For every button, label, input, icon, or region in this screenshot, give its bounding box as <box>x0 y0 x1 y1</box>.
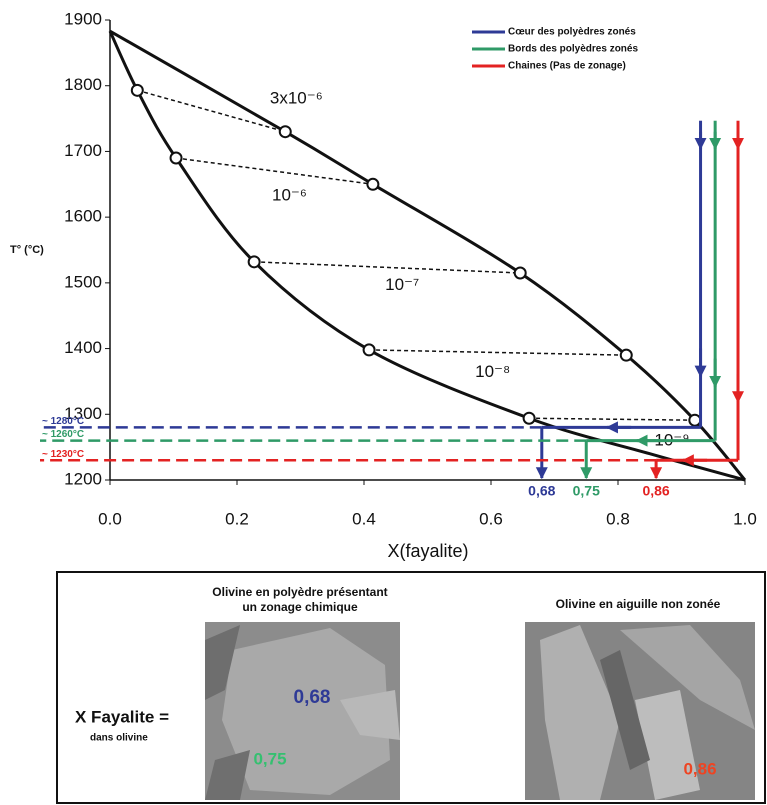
legend-label: Cœur des polyèdres zonés <box>508 27 636 38</box>
phase-curve <box>109 29 747 481</box>
tie-point <box>366 177 380 191</box>
y-tick-label: 1500 <box>64 272 102 291</box>
tie-label: 3x10⁻⁶ <box>270 88 323 107</box>
x-tick-label: 0.0 <box>98 509 122 528</box>
y-tick-label: 1600 <box>64 207 102 226</box>
temperature-label: ~ 1260°C <box>42 429 84 440</box>
tie-line <box>529 417 695 421</box>
y-tick-label: 1200 <box>64 469 102 488</box>
panel-frame <box>56 571 766 804</box>
tie-line <box>137 89 286 133</box>
y-tick-label: 1900 <box>64 9 102 28</box>
composition-label: 0,75 <box>573 483 600 499</box>
x-tick-label: 0.2 <box>225 509 249 528</box>
panel-sublabel: dans olivine <box>90 733 148 744</box>
fayalite-value: 0,86 <box>683 759 716 778</box>
tie-line <box>254 261 521 274</box>
tie-point <box>513 266 527 280</box>
fayalite-value: 0,68 <box>294 687 331 708</box>
micrograph-left <box>205 622 400 800</box>
tie-label: 10⁻⁸ <box>475 362 510 381</box>
tie-point <box>247 255 261 269</box>
panel-left-title: un zonage chimique <box>242 600 358 614</box>
temperature-label: ~ 1280°C <box>42 416 84 427</box>
tie-label: 10⁻⁶ <box>272 186 307 205</box>
x-tick-label: 0.6 <box>479 509 503 528</box>
x-tick-label: 0.8 <box>606 509 630 528</box>
panel-label: X Fayalite = <box>75 707 169 726</box>
tie-point <box>278 125 292 139</box>
tie-label: 10⁻⁷ <box>385 275 419 294</box>
tie-point <box>130 83 144 97</box>
y-tick-label: 1800 <box>64 75 102 94</box>
legend-label: Chaines (Pas de zonage) <box>508 61 626 72</box>
y-tick-label: 1300 <box>64 404 102 423</box>
tie-point <box>522 411 536 425</box>
tie-point <box>169 151 183 165</box>
panel-right-title: Olivine en aiguille non zonée <box>556 597 721 611</box>
panel-left-title: Olivine en polyèdre présentant <box>212 585 387 599</box>
phase-curve <box>108 30 746 482</box>
x-tick-label: 1.0 <box>733 509 757 528</box>
x-tick-label: 0.4 <box>352 509 376 528</box>
composition-label: 0,86 <box>642 483 669 499</box>
tie-point <box>688 413 702 427</box>
micrograph-right <box>525 622 755 800</box>
tie-line <box>369 349 627 356</box>
legend-label: Bords des polyèdres zonés <box>508 44 638 55</box>
tie-point <box>362 343 376 357</box>
y-tick-label: 1700 <box>64 141 102 160</box>
x-axis-title: X(fayalite) <box>387 541 468 561</box>
tie-line <box>175 157 373 186</box>
temperature-label: ~ 1230°C <box>42 449 84 460</box>
y-tick-label: 1400 <box>64 338 102 357</box>
composition-label: 0,68 <box>528 483 555 499</box>
y-axis-title: T° (°C) <box>10 244 44 256</box>
fayalite-value: 0,75 <box>253 749 286 768</box>
tie-point <box>619 348 633 362</box>
